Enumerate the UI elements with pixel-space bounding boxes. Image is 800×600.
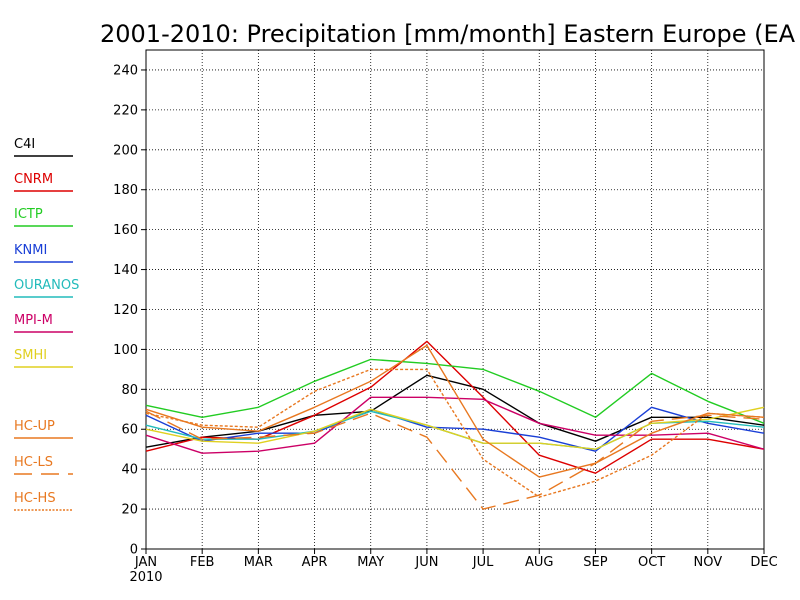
x-tick-label: JUL	[472, 555, 494, 570]
chart-title: 2001-2010: Precipitation [mm/month] East…	[100, 20, 796, 48]
grid	[146, 50, 764, 549]
y-tick-label: 80	[121, 383, 138, 398]
y-tick-label: 20	[121, 503, 138, 518]
y-tick-label: 0	[130, 543, 138, 558]
legend-label-hc-up: HC-UP	[14, 419, 55, 434]
x-tick-label: NOV	[694, 555, 723, 570]
x-start-year-label: 2010	[129, 570, 162, 585]
series-line-hc-up	[145, 344, 765, 478]
x-tick-label: SEP	[583, 555, 607, 570]
x-tick-label: OCT	[638, 555, 665, 570]
series-group	[145, 340, 765, 510]
legend-label-ictp: ICTP	[14, 207, 43, 222]
legend-label-cnrm: CNRM	[14, 172, 53, 187]
legend-label-smhi: SMHI	[14, 348, 47, 363]
series-line-ictp	[145, 358, 765, 424]
y-tick-label: 140	[113, 263, 138, 278]
series-line-cnrm	[145, 340, 765, 474]
x-tick-label: MAY	[357, 555, 384, 570]
x-tick-label: FEB	[190, 555, 215, 570]
series-line-hc-hs	[145, 368, 765, 498]
y-tick-label: 60	[121, 423, 138, 438]
x-tick-label: DEC	[750, 555, 777, 570]
x-tick-label: AUG	[525, 555, 553, 570]
series-line-knmi	[145, 406, 765, 452]
series-line-smhi	[145, 406, 765, 450]
x-tick-label: JAN	[134, 555, 157, 570]
x-tick-label: APR	[302, 555, 328, 570]
y-tick-label: 120	[113, 303, 138, 318]
legend: C4I CNRM ICTP KNMI OURANOS MPI-M SMHI HC-UP HC-L…	[14, 137, 79, 511]
legend-label-mpi-m: MPI-M	[14, 313, 53, 328]
y-tick-label: 220	[113, 103, 138, 118]
legend-label-c4i: C4I	[14, 137, 35, 152]
y-tick-label: 100	[113, 343, 138, 358]
x-axis: JAN FEB MAR APR MAY JUN JUL AUG SEP OCT NOV DEC 2010	[129, 549, 778, 585]
legend-label-hc-ls: HC-LS	[14, 455, 53, 470]
series-line-c4i	[145, 374, 765, 448]
legend-label-hc-hs: HC-HS	[14, 491, 56, 506]
legend-label-ouranos: OURANOS	[14, 278, 79, 293]
y-axis: 0 20 40 60 80 100 120 140 160 180 200 220 240	[113, 63, 146, 558]
y-tick-label: 160	[113, 223, 138, 238]
x-tick-label: MAR	[244, 555, 273, 570]
y-tick-label: 40	[121, 463, 138, 478]
series-line-hc-ls	[145, 410, 765, 510]
series-line-mpi-m	[145, 396, 765, 454]
plot-frame	[145, 49, 765, 550]
y-tick-label: 180	[113, 183, 138, 198]
y-tick-label: 200	[113, 143, 138, 158]
x-tick-label: JUN	[414, 555, 438, 570]
legend-label-knmi: KNMI	[14, 243, 47, 258]
y-tick-label: 240	[113, 63, 138, 78]
